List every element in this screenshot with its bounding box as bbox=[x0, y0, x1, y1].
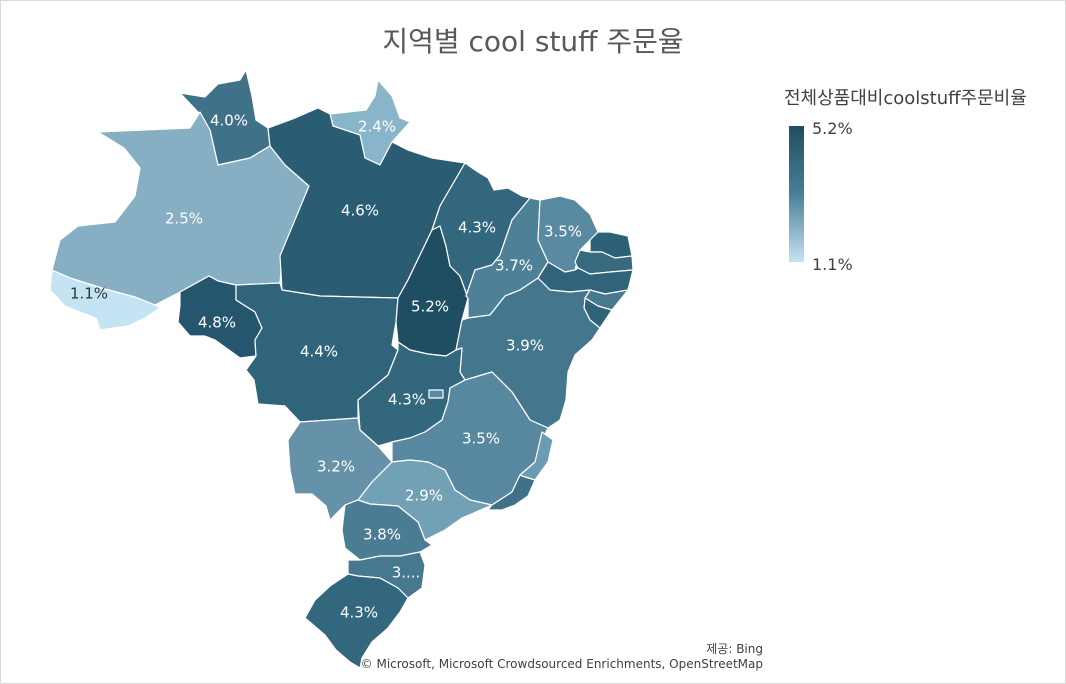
label-mato-grosso: 4.4% bbox=[300, 343, 338, 361]
region-acre[interactable] bbox=[49, 269, 161, 331]
label-tocantins: 5.2% bbox=[411, 298, 449, 316]
label-parana: 3.8% bbox=[363, 526, 401, 544]
region-ceara[interactable] bbox=[537, 195, 599, 273]
legend-max-label: 5.2% bbox=[812, 119, 853, 138]
label-rio-grande-do-sul: 4.3% bbox=[340, 604, 378, 622]
region-parana[interactable] bbox=[341, 499, 433, 561]
label-piaui: 3.7% bbox=[495, 257, 533, 275]
label-mato-grosso-do-sul: 3.2% bbox=[317, 458, 355, 476]
map-attribution: © Microsoft, Microsoft Crowdsourced Enri… bbox=[360, 657, 763, 671]
label-para: 4.6% bbox=[341, 202, 379, 220]
legend-title: 전체상품대비coolstuff주문비율 bbox=[784, 88, 1027, 109]
label-bahia: 3.9% bbox=[506, 337, 544, 355]
label-amazonas: 2.5% bbox=[165, 210, 203, 228]
map-title: 지역별 cool stuff 주문율 bbox=[382, 25, 684, 58]
label-acre: 1.1% bbox=[70, 285, 108, 303]
label-minas-gerais: 3.5% bbox=[462, 430, 500, 448]
label-amapa: 2.4% bbox=[358, 118, 396, 136]
label-ceara: 3.5% bbox=[544, 223, 582, 241]
label-maranhao: 4.3% bbox=[458, 219, 496, 237]
region-rio-grande-do-sul[interactable] bbox=[304, 573, 409, 669]
label-sao-paulo: 2.9% bbox=[405, 487, 443, 505]
legend-color-scale bbox=[789, 126, 804, 262]
label-goias: 4.3% bbox=[388, 391, 426, 409]
legend-min-label: 1.1% bbox=[812, 255, 853, 274]
label-rondonia: 4.8% bbox=[198, 314, 236, 332]
label-roraima: 4.0% bbox=[210, 112, 248, 130]
region-rio-de-janeiro[interactable] bbox=[487, 474, 536, 511]
label-santa-catarina: 3.... bbox=[392, 564, 421, 582]
map-provider-credit: 제공: Bing bbox=[706, 642, 763, 656]
region-distrito-federal[interactable] bbox=[428, 389, 444, 399]
